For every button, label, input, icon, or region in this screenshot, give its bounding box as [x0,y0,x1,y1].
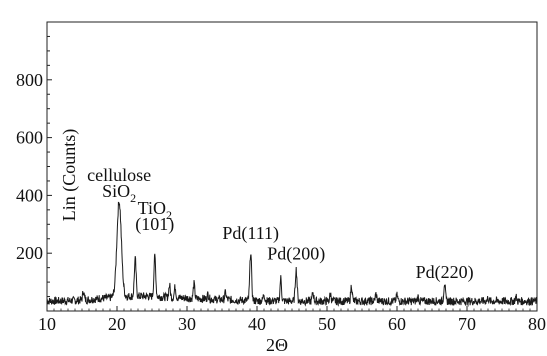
annotation-subscript: 2 [166,208,172,222]
annotation-text: cellulose [87,165,151,185]
annotation-text: Pd(200) [267,244,325,265]
y-tick-label: 800 [16,70,43,90]
x-tick-label: 50 [318,314,336,334]
peak-annotation: cellulose [87,165,151,185]
y-axis-label: Lin (Counts) [59,129,80,222]
x-tick-label: 30 [178,314,196,334]
annotation-text: Pd(111) [222,223,279,244]
series-line [46,201,538,308]
peak-annotation: TiO2 [138,198,172,222]
peak-annotation: Pd(200) [267,244,325,265]
x-tick-label: 10 [38,314,56,334]
peak-annotation: SiO2 [102,181,136,205]
x-tick-label: 40 [248,314,266,334]
y-tick-label: 400 [16,185,43,205]
annotation-text: Pd(220) [416,262,474,283]
peak-annotation: Pd(111) [222,223,279,244]
x-axis-label: 2Θ [266,335,288,355]
peak-annotation: (101) [135,214,174,235]
y-tick-label: 200 [16,243,43,263]
x-tick-label: 60 [388,314,406,334]
annotation-text: SiO [102,181,130,201]
x-axis: 10 20 30 40 50 60 70 80 [38,306,546,334]
annotation-text: TiO [138,198,166,218]
x-tick-label: 80 [528,314,546,334]
x-tick-label: 20 [108,314,126,334]
annotation-subscript: 2 [130,191,136,205]
peak-annotation: Pd(220) [416,262,474,283]
y-axis: 200 400 600 800 [16,35,52,298]
y-tick-label: 600 [16,128,43,148]
annotation-text: (101) [135,214,174,235]
x-tick-label: 70 [458,314,476,334]
